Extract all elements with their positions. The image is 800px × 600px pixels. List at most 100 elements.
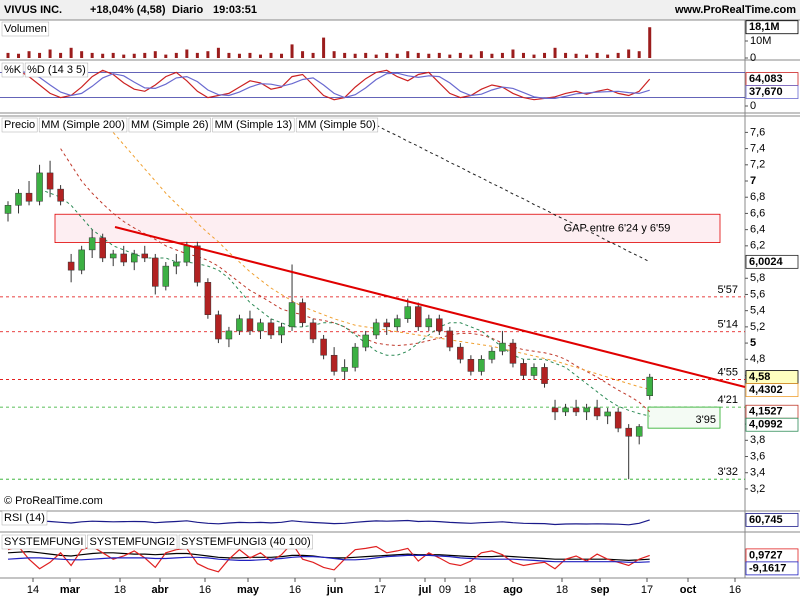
candle-body: [351, 346, 359, 368]
candle-body: [120, 253, 127, 263]
volume-bar: [574, 53, 578, 58]
candle-body: [46, 172, 54, 190]
legend-box: [38, 117, 128, 133]
volume-bar: [564, 52, 568, 58]
volume-bar: [374, 54, 378, 58]
candle-body: [425, 318, 433, 328]
value-label: 4,58: [749, 371, 770, 383]
volume-bar: [311, 52, 315, 58]
y-tick-label: 3,8: [750, 434, 765, 446]
candle-body: [614, 411, 622, 429]
volume-bar: [511, 49, 515, 58]
volume-bar: [153, 51, 157, 58]
candle-body: [488, 350, 496, 360]
symbol: VIVUS INC.: [4, 4, 62, 16]
legend-box: [1, 62, 24, 78]
candle-body: [341, 367, 348, 372]
y-tick-label: 5,6: [750, 288, 765, 300]
candle-body: [593, 407, 601, 417]
candle-body: [236, 318, 243, 332]
volume-bar: [132, 53, 136, 58]
y-tick-label: 6,2: [750, 240, 765, 252]
volume-bar: [416, 52, 420, 58]
candle-body: [194, 245, 201, 283]
y-tick-label: 6,8: [750, 191, 765, 203]
value-label: 18,1M: [749, 21, 780, 33]
legend-box: [1, 510, 48, 526]
y-tick-label: 0: [750, 52, 756, 64]
legend-box: [178, 534, 313, 550]
legend-entry: Volumen: [4, 23, 47, 35]
value-label: 6,0024: [749, 256, 784, 268]
legend-entry: SYSTEMFUNGI: [4, 536, 83, 548]
volume-bar: [27, 51, 31, 58]
candle-body: [130, 253, 138, 263]
volume-bar: [122, 54, 126, 58]
y-tick-label: 5,4: [750, 305, 765, 317]
series-line: [7, 542, 650, 573]
candle-body: [109, 253, 117, 259]
value-box: [745, 20, 799, 35]
candle-body: [330, 354, 338, 372]
value-label: 4,0992: [749, 419, 783, 431]
x-tick-label: ago: [503, 584, 523, 596]
candle-body: [499, 342, 506, 352]
volume-bar: [595, 52, 599, 58]
header-bar: [0, 0, 800, 20]
volume-bar: [80, 51, 84, 58]
volume-bar: [280, 53, 284, 58]
candle-body: [278, 326, 285, 336]
volume-bar: [553, 47, 557, 58]
x-tick-label: sep: [591, 584, 610, 596]
value-box: [745, 85, 799, 99]
volume-bar: [469, 54, 473, 58]
legend-box: [1, 534, 86, 550]
legend-entry: MM (Simple 26): [131, 119, 209, 131]
candle-body: [635, 426, 643, 437]
candle-body: [246, 318, 254, 332]
value-label: 60,745: [749, 514, 783, 526]
y-tick-label: 3,2: [750, 483, 765, 495]
volume-bar: [143, 52, 147, 58]
x-tick-label: 14: [27, 584, 39, 596]
series-line: [7, 554, 650, 563]
candle-body: [4, 205, 12, 214]
candle-body: [509, 342, 517, 364]
trend-line: [114, 226, 746, 388]
candle-body: [572, 407, 580, 413]
y-tick-label: 5,2: [750, 321, 765, 333]
volume-bar: [585, 54, 589, 58]
volume-bar: [343, 52, 347, 58]
y-tick-label: 10M: [750, 35, 771, 47]
series-line: [7, 70, 650, 99]
y-tick-label: 3,4: [750, 467, 765, 479]
candle-body: [67, 261, 75, 271]
value-label: 64,083: [749, 73, 783, 85]
volume-bar: [627, 49, 631, 58]
y-tick-label: 6,6: [750, 207, 765, 219]
volume-bar: [164, 54, 168, 58]
candle-body: [415, 306, 422, 328]
change: +18,04% (4,58): [90, 4, 166, 16]
candle-body: [467, 359, 475, 372]
candle-body: [15, 192, 22, 206]
volume-bar: [48, 49, 52, 58]
site[interactable]: www.ProRealTime.com: [674, 4, 796, 16]
legend-box: [128, 117, 211, 133]
candle-body: [267, 322, 275, 336]
candle-body: [152, 257, 159, 287]
candle-body: [57, 188, 64, 202]
zone-label: 3'95: [696, 414, 716, 426]
volume-bar: [427, 53, 431, 58]
candle-body: [372, 322, 380, 336]
volume-bar: [406, 51, 410, 58]
candle-body: [404, 306, 412, 320]
volume-bar: [6, 52, 10, 58]
level-label: 3'32: [718, 466, 738, 478]
moving-average: [112, 132, 650, 390]
x-tick-label: 16: [199, 584, 211, 596]
x-tick-label: 17: [374, 584, 386, 596]
volume-bar: [385, 52, 389, 58]
value-label: 0,9727: [749, 549, 783, 561]
